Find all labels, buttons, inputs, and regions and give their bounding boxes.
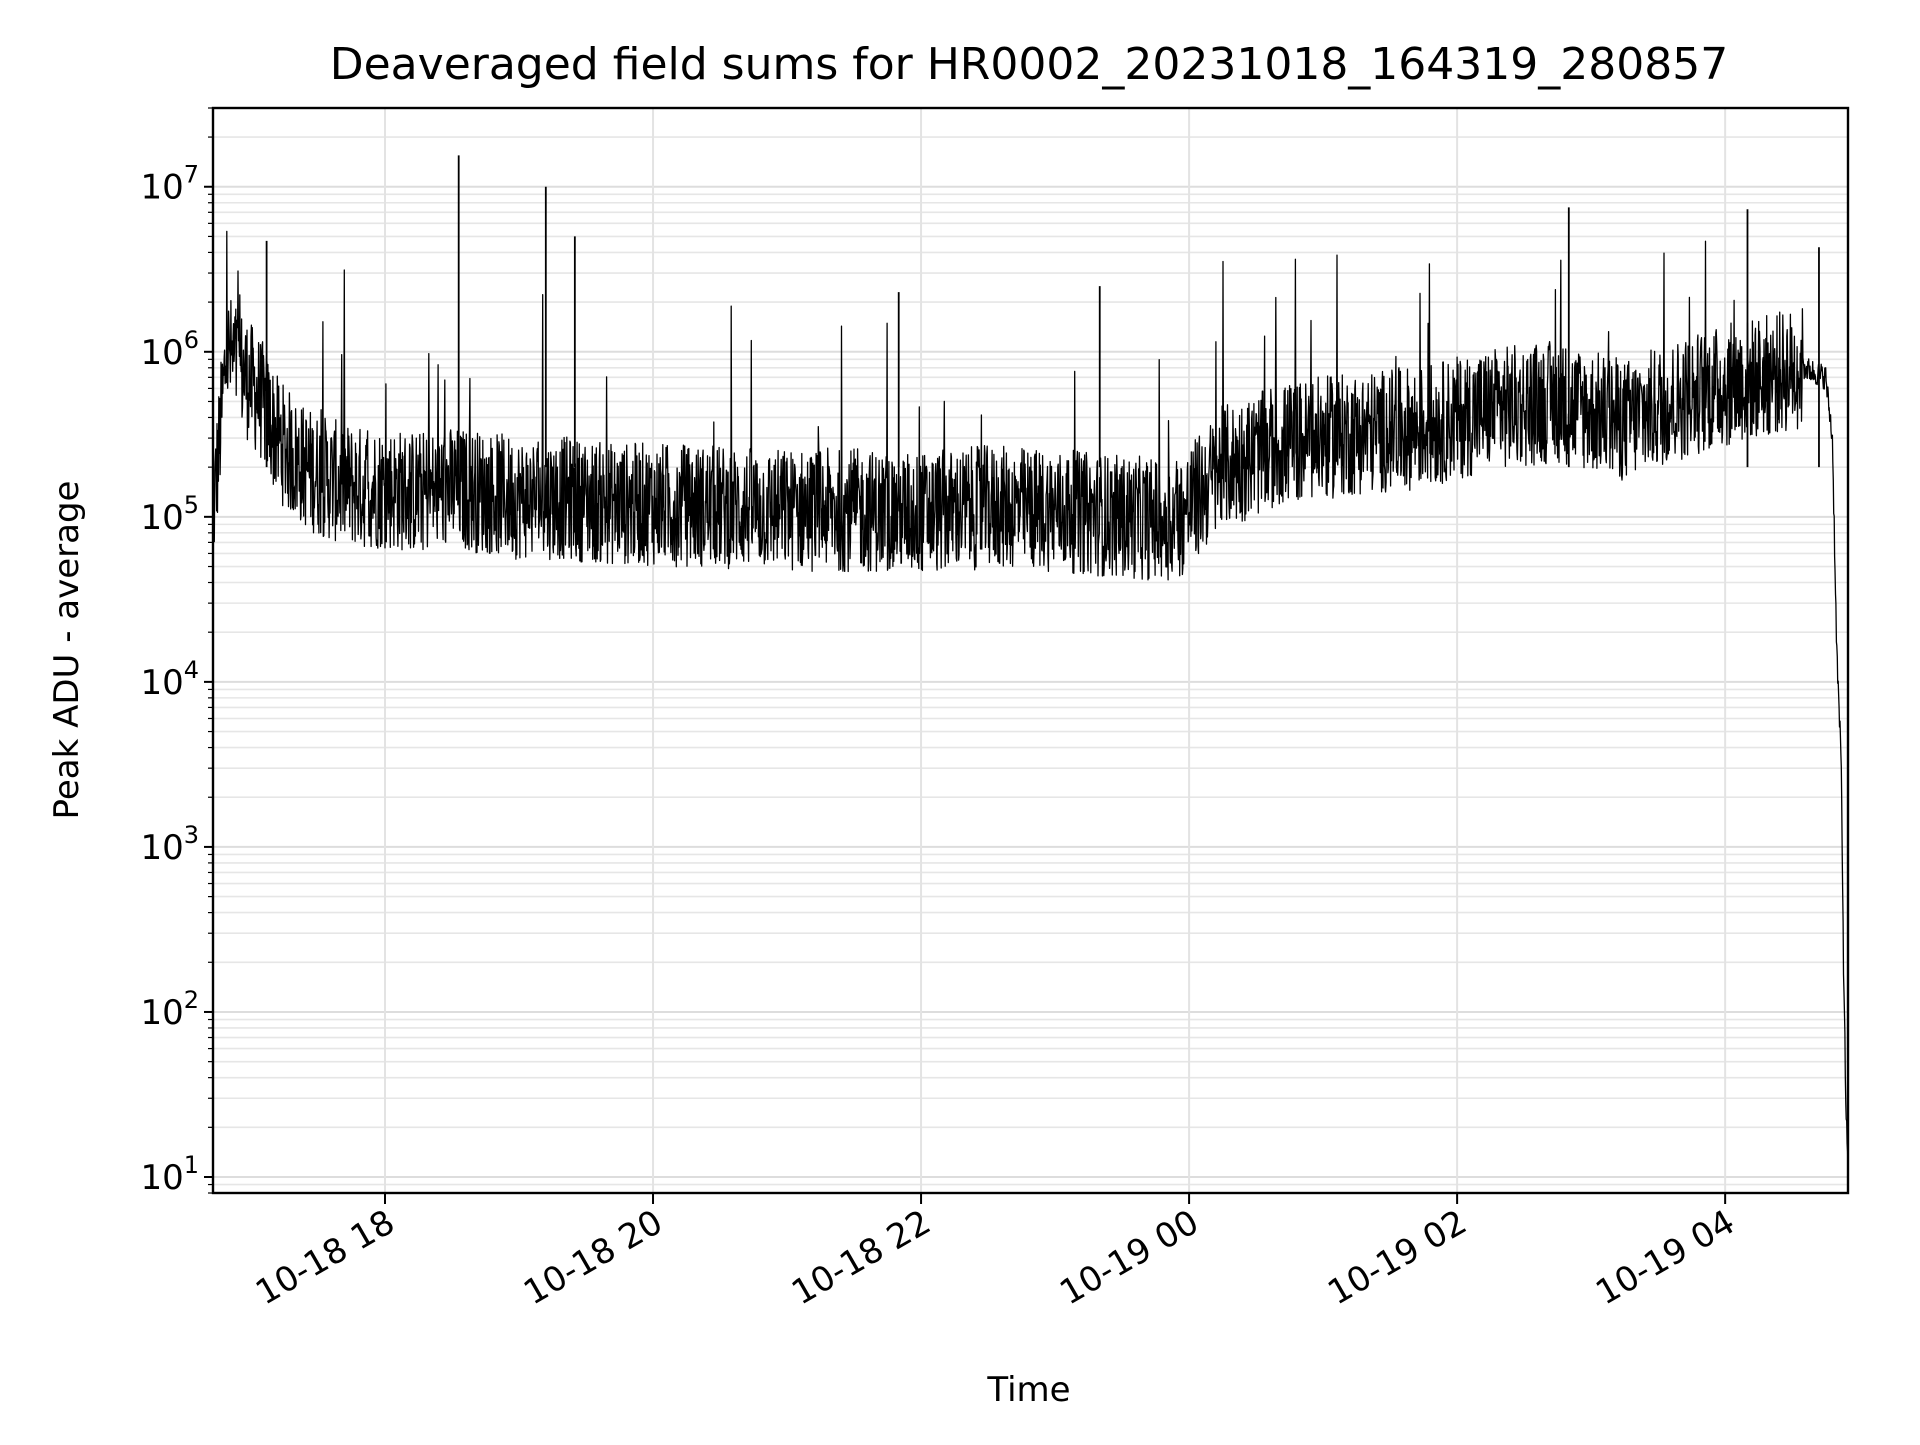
y-tick-base: 10 <box>140 168 183 208</box>
series-line <box>212 230 1849 1178</box>
plot-frame <box>211 106 1850 1195</box>
x-tick-label: 10-19 00 <box>1053 1202 1205 1313</box>
y-tick-base: 10 <box>140 993 183 1033</box>
y-tick-exponent: 7 <box>184 161 199 189</box>
chart-title: Deaveraged field sums for HR0002_2023101… <box>330 39 1729 90</box>
y-tick-base: 10 <box>140 333 183 373</box>
y-tick-label: 102 <box>140 986 199 1033</box>
y-tick-label: 104 <box>140 656 199 703</box>
x-tick-label: 10-19 02 <box>1321 1202 1473 1313</box>
y-tick-base: 10 <box>140 828 183 868</box>
y-tick-base: 10 <box>140 1158 183 1198</box>
y-tick-base: 10 <box>140 498 183 538</box>
x-tick-label: 10-18 20 <box>517 1202 669 1313</box>
y-tick-exponent: 6 <box>184 326 199 354</box>
y-tick-exponent: 1 <box>184 1151 199 1179</box>
x-tick-label: 10-18 18 <box>249 1202 401 1313</box>
data-layer <box>212 155 1849 1178</box>
y-tick-exponent: 4 <box>184 656 199 684</box>
y-tick-label: 101 <box>140 1151 199 1198</box>
y-tick-label: 106 <box>140 326 199 373</box>
y-tick-exponent: 2 <box>184 986 199 1014</box>
x-tick-label: 10-19 04 <box>1589 1202 1741 1313</box>
y-axis-label: Peak ADU - average <box>47 481 87 820</box>
y-tick-label: 103 <box>140 821 199 868</box>
y-tick-label: 107 <box>140 161 199 208</box>
y-tick-exponent: 3 <box>184 821 199 849</box>
y-tick-label: 105 <box>140 491 199 538</box>
x-tick-label: 10-18 22 <box>785 1202 937 1313</box>
y-tick-exponent: 5 <box>184 491 199 519</box>
y-tick-base: 10 <box>140 663 183 703</box>
x-axis-label: Time <box>986 1370 1070 1410</box>
